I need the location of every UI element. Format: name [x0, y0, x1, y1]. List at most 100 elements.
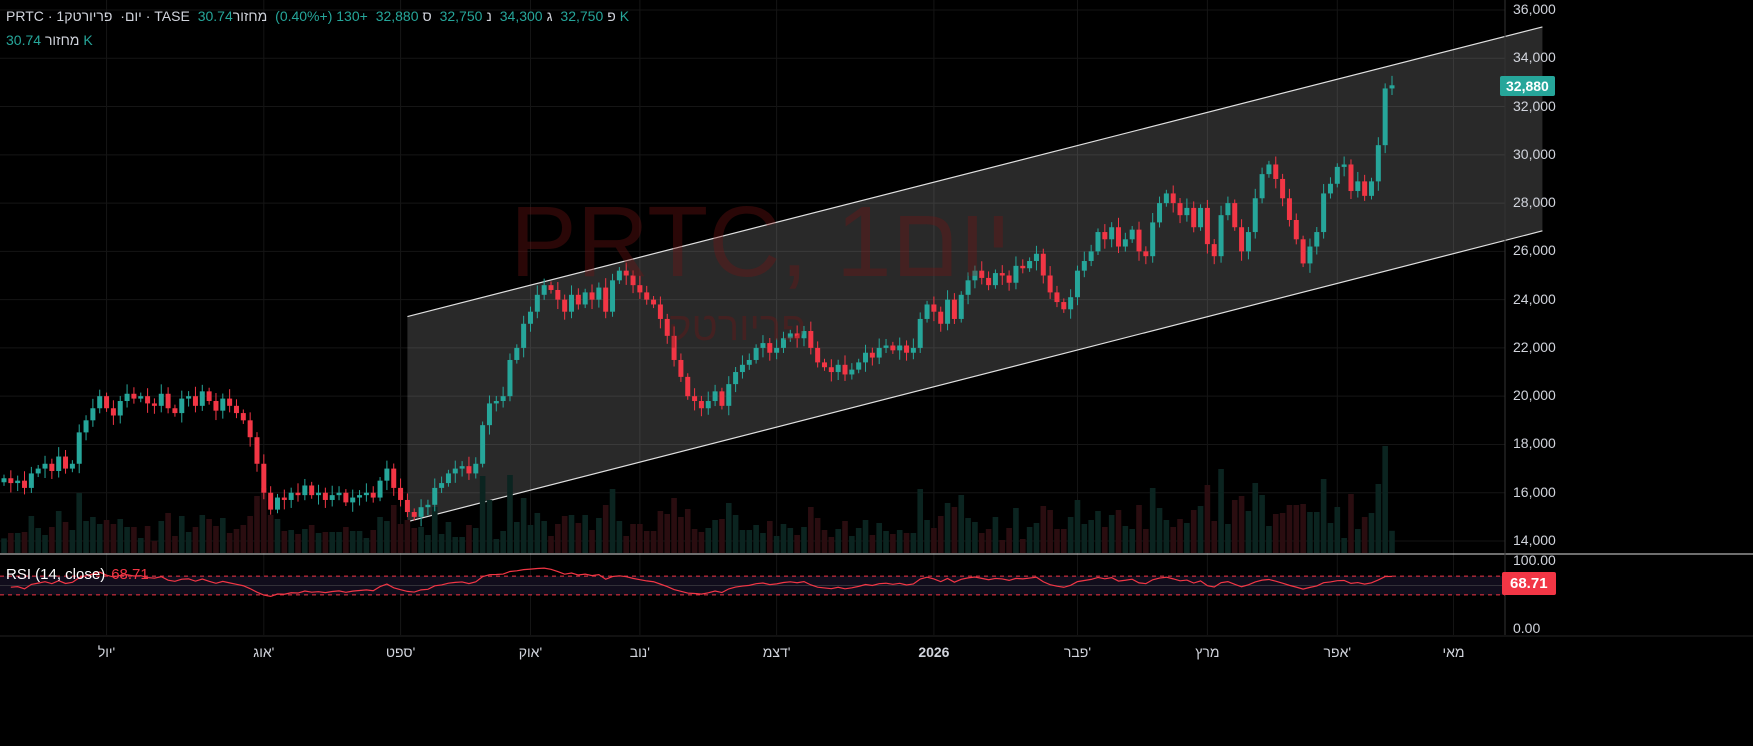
candle[interactable] [1122, 239, 1128, 247]
candle[interactable] [787, 333, 793, 339]
candle[interactable] [890, 345, 896, 351]
candle[interactable] [145, 396, 151, 404]
candle[interactable] [124, 393, 130, 402]
candle[interactable] [1334, 166, 1340, 184]
candle[interactable] [685, 376, 691, 397]
candle[interactable] [1150, 222, 1156, 257]
candle[interactable] [569, 294, 575, 312]
candle[interactable] [575, 294, 581, 305]
candle[interactable] [377, 480, 383, 498]
candle[interactable] [808, 331, 814, 348]
candle[interactable] [637, 285, 643, 293]
candle[interactable] [336, 492, 342, 496]
candle[interactable] [965, 280, 971, 295]
candle[interactable] [165, 393, 171, 409]
candle[interactable] [63, 456, 69, 469]
candle[interactable] [110, 408, 116, 416]
candle[interactable] [589, 292, 595, 300]
candle[interactable] [733, 372, 739, 385]
candle[interactable] [391, 468, 397, 488]
candle[interactable] [1245, 232, 1251, 252]
candle[interactable] [828, 367, 834, 373]
candle[interactable] [1136, 229, 1142, 252]
candle[interactable] [801, 331, 807, 339]
candle[interactable] [445, 473, 451, 484]
candle[interactable] [473, 463, 479, 474]
candle[interactable] [1047, 275, 1053, 293]
candle[interactable] [186, 396, 192, 399]
candle[interactable] [1116, 227, 1122, 247]
candle[interactable] [596, 287, 602, 300]
candle[interactable] [835, 364, 841, 373]
candle[interactable] [322, 492, 328, 500]
candle[interactable] [357, 495, 363, 498]
candle[interactable] [534, 294, 540, 312]
candle[interactable] [1102, 232, 1108, 240]
candle[interactable] [986, 277, 992, 286]
candle[interactable] [992, 273, 998, 286]
candle[interactable] [1177, 203, 1183, 216]
candle[interactable] [883, 345, 889, 348]
candle[interactable] [363, 492, 369, 496]
candle[interactable] [774, 347, 780, 353]
candle[interactable] [1307, 246, 1313, 264]
candle[interactable] [432, 487, 438, 505]
candle[interactable] [83, 420, 89, 433]
candle[interactable] [876, 347, 882, 358]
candle[interactable] [630, 275, 636, 286]
candle[interactable] [616, 270, 622, 281]
candle[interactable] [678, 359, 684, 377]
candle[interactable] [104, 396, 110, 409]
candle[interactable] [97, 396, 103, 409]
candle[interactable] [1300, 239, 1306, 264]
candle[interactable] [705, 401, 711, 409]
candle[interactable] [1, 478, 7, 483]
candle[interactable] [541, 285, 547, 295]
candle[interactable] [746, 359, 752, 365]
candle[interactable] [767, 343, 773, 353]
candle[interactable] [1321, 193, 1327, 233]
candle[interactable] [1184, 207, 1190, 216]
candle[interactable] [1061, 302, 1067, 310]
candle[interactable] [131, 393, 137, 399]
candle[interactable] [507, 359, 513, 397]
candle[interactable] [404, 499, 410, 513]
candle[interactable] [951, 299, 957, 319]
candle[interactable] [1368, 181, 1374, 196]
candle[interactable] [151, 403, 157, 406]
candle[interactable] [739, 364, 745, 373]
candle[interactable] [780, 338, 786, 348]
candle[interactable] [288, 492, 294, 500]
candle[interactable] [1040, 253, 1046, 276]
candle[interactable] [958, 294, 964, 319]
candle[interactable] [500, 396, 506, 402]
candle[interactable] [1157, 203, 1163, 223]
candle[interactable] [1252, 198, 1258, 233]
candle[interactable] [664, 318, 670, 336]
candle[interactable] [1204, 207, 1210, 245]
candle[interactable] [938, 311, 944, 324]
candle[interactable] [233, 405, 239, 414]
candle[interactable] [794, 333, 800, 339]
candle[interactable] [1327, 183, 1333, 194]
volume-legend[interactable]: מחזור 30.74K [6, 32, 97, 48]
candle[interactable] [213, 401, 219, 411]
candle[interactable] [1362, 181, 1368, 196]
candle[interactable] [623, 270, 629, 276]
candle[interactable] [1286, 198, 1292, 220]
candle[interactable] [22, 480, 28, 488]
candle[interactable] [979, 270, 985, 278]
candle[interactable] [863, 352, 869, 363]
channel-line[interactable] [407, 230, 1543, 523]
candle[interactable] [1088, 251, 1094, 262]
candle[interactable] [1170, 193, 1176, 204]
candle[interactable] [329, 495, 335, 500]
symbol-legend[interactable]: PRTC · 1יום· פריורטק · TASE פ32,750 ג34,30… [6, 8, 630, 24]
candle[interactable] [240, 413, 246, 421]
candle[interactable] [172, 408, 178, 414]
candle[interactable] [1129, 229, 1135, 240]
candle[interactable] [999, 273, 1005, 276]
candle[interactable] [548, 285, 554, 290]
candle[interactable] [931, 304, 937, 312]
